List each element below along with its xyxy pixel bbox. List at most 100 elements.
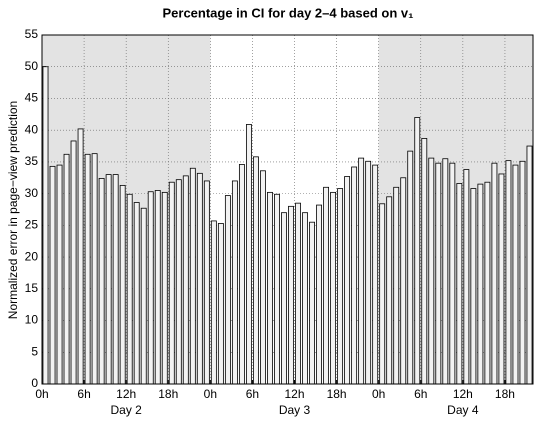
bar xyxy=(182,175,189,385)
bar xyxy=(98,178,105,385)
bar xyxy=(519,160,526,385)
bar xyxy=(358,157,365,385)
bar xyxy=(260,170,266,385)
bar xyxy=(302,212,308,385)
bar xyxy=(168,181,175,385)
bar xyxy=(203,180,210,385)
bar xyxy=(309,221,315,385)
bar xyxy=(70,140,77,385)
bar xyxy=(386,196,393,385)
bar xyxy=(281,212,287,385)
bar xyxy=(210,220,217,385)
bar xyxy=(133,202,140,385)
bar xyxy=(267,191,273,385)
bar xyxy=(49,165,56,385)
x-tick-label: 18h xyxy=(495,387,515,401)
bar xyxy=(42,66,49,385)
x-tick-label: 6h xyxy=(77,387,90,401)
bar xyxy=(414,117,421,385)
y-tick-label: 15 xyxy=(25,281,39,295)
bar xyxy=(491,162,498,385)
chart-title: Percentage in CI for day 2–4 based on v₁ xyxy=(162,5,413,20)
bar xyxy=(393,186,400,385)
bar xyxy=(498,173,505,385)
x-tick-label: 12h xyxy=(116,387,136,401)
day-label: Day 2 xyxy=(110,403,142,417)
x-tick-label: 12h xyxy=(284,387,304,401)
x-tick-label: 18h xyxy=(158,387,178,401)
bar xyxy=(505,160,512,385)
bar xyxy=(470,188,477,385)
bar xyxy=(154,190,161,385)
x-tick-label: 0h xyxy=(204,387,217,401)
bar xyxy=(105,174,112,385)
bar xyxy=(463,169,470,385)
bar xyxy=(526,145,533,385)
bar xyxy=(435,162,442,385)
y-tick-label: 10 xyxy=(25,313,39,327)
y-tick-label: 30 xyxy=(25,186,39,200)
bar xyxy=(407,150,414,385)
x-tick-label: 6h xyxy=(414,387,427,401)
bar xyxy=(196,172,203,385)
bar xyxy=(77,128,84,385)
bar xyxy=(231,180,238,385)
bar xyxy=(323,186,330,385)
bar xyxy=(224,195,231,385)
y-tick-label: 35 xyxy=(25,154,39,168)
bar xyxy=(175,179,182,385)
x-tick-label: 12h xyxy=(453,387,473,401)
bar xyxy=(245,124,252,385)
y-axis-label: Normalized error in page−view prediction xyxy=(6,101,20,319)
y-tick-label: 0 xyxy=(31,376,38,390)
day-label: Day 3 xyxy=(279,403,311,417)
bar xyxy=(512,164,519,385)
bar xyxy=(379,203,386,385)
y-tick-label: 50 xyxy=(25,59,39,73)
bar xyxy=(217,223,224,385)
y-tick-label: 55 xyxy=(25,27,39,41)
bar xyxy=(428,157,435,385)
y-tick-label: 5 xyxy=(31,344,38,358)
bar xyxy=(63,153,70,385)
bar xyxy=(400,177,407,385)
bar xyxy=(119,184,126,385)
y-tick-label: 45 xyxy=(25,91,39,105)
bar xyxy=(274,193,280,385)
bar xyxy=(351,166,358,385)
bar xyxy=(56,164,63,385)
bar xyxy=(189,167,196,385)
bar xyxy=(442,158,449,385)
plot-frame xyxy=(41,34,534,385)
y-tick-label: 20 xyxy=(25,249,39,263)
bar xyxy=(295,202,301,385)
x-tick-label: 0h xyxy=(372,387,385,401)
bar xyxy=(161,191,168,385)
y-tick-label: 40 xyxy=(25,122,39,136)
bar xyxy=(449,162,456,385)
bar xyxy=(238,164,245,385)
bar xyxy=(112,174,119,385)
bar xyxy=(253,156,259,385)
bar xyxy=(344,176,351,385)
bar xyxy=(316,204,322,385)
bar xyxy=(140,207,147,385)
bar xyxy=(84,153,91,385)
bar xyxy=(126,193,133,385)
bar xyxy=(456,183,463,385)
day-label: Day 4 xyxy=(447,403,479,417)
bar xyxy=(337,188,344,385)
bar xyxy=(477,183,484,385)
bar xyxy=(147,191,154,385)
x-tick-label: 18h xyxy=(327,387,347,401)
x-tick-label: 0h xyxy=(35,387,48,401)
bar xyxy=(365,160,372,385)
bar xyxy=(288,205,294,385)
bar xyxy=(421,138,428,385)
x-tick-label: 6h xyxy=(246,387,259,401)
bar xyxy=(372,164,379,385)
bar xyxy=(91,153,98,385)
y-tick-label: 25 xyxy=(25,218,39,232)
bar xyxy=(330,191,337,385)
